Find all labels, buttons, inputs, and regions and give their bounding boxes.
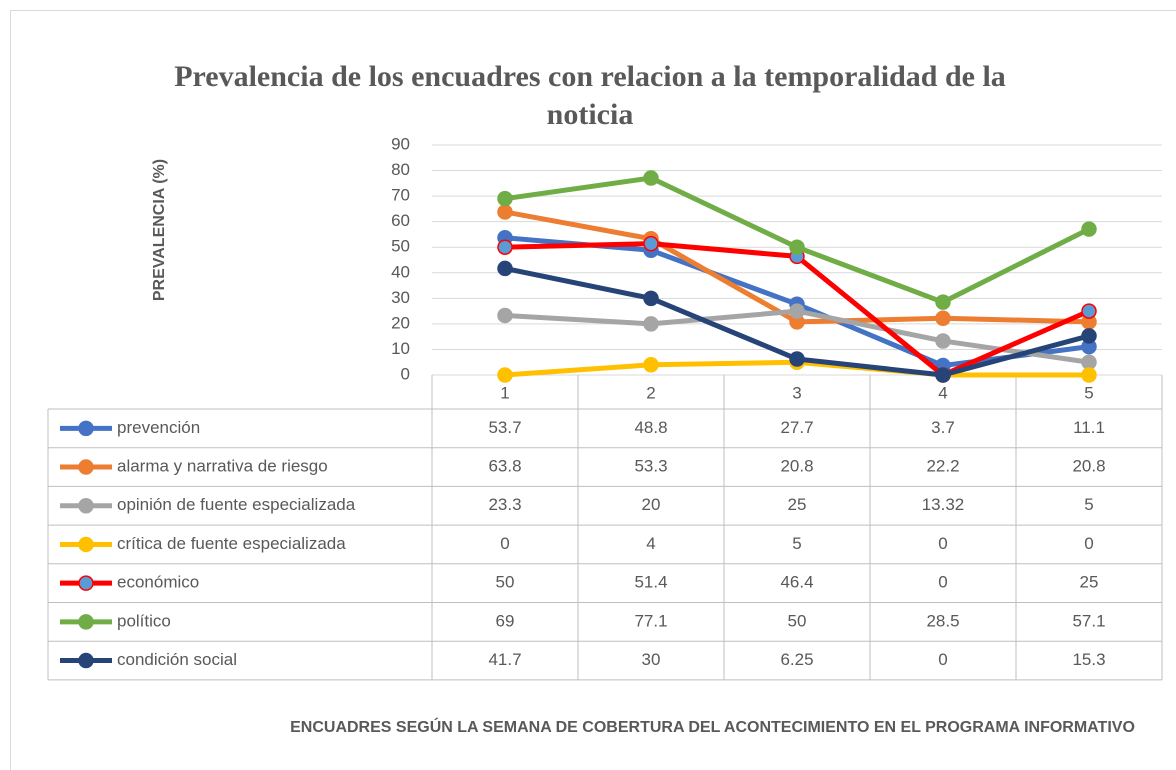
table-cell: 25	[1080, 573, 1099, 592]
x-tick-label: 4	[938, 383, 947, 402]
table-cell: 22.2	[926, 457, 959, 476]
table-cell: 11.1	[1073, 418, 1105, 437]
legend-marker	[78, 575, 94, 591]
data-point	[497, 204, 513, 220]
x-axis-title: ENCUADRES SEGÚN LA SEMANA DE COBERTURA D…	[290, 719, 1135, 736]
data-point	[497, 307, 513, 324]
table-cell: 53.7	[488, 418, 521, 437]
table-cell: 0	[938, 573, 947, 592]
data-point	[1081, 328, 1097, 344]
chart-border	[10, 10, 1176, 770]
table-cell: 13.32	[922, 495, 965, 514]
data-point	[497, 367, 513, 383]
y-tick-label: 10	[391, 339, 410, 358]
table-cell: 69	[496, 611, 515, 630]
legend-marker	[78, 459, 94, 475]
legend-label: alarma y narrativa de riesgo	[117, 457, 328, 476]
table-cell: 3.7	[931, 418, 955, 437]
data-point	[497, 239, 513, 255]
legend-label: condición social	[117, 650, 237, 669]
table-cell: 0	[938, 534, 947, 553]
table-cell: 20.8	[1072, 457, 1105, 476]
table-cell: 63.8	[488, 457, 521, 476]
data-point	[643, 357, 659, 373]
legend-marker	[78, 614, 94, 630]
y-tick-label: 40	[391, 262, 410, 281]
table-cell: 5	[1084, 495, 1093, 514]
legend-marker	[78, 420, 94, 437]
x-tick-label: 5	[1084, 383, 1093, 402]
table-cell: 77.1	[634, 611, 667, 630]
table-cell: 46.4	[780, 573, 813, 592]
x-tick-label: 1	[500, 383, 509, 402]
table-cell: 27.7	[780, 418, 813, 437]
y-tick-label: 90	[391, 134, 410, 153]
table-cell: 4	[646, 534, 655, 553]
legend-marker	[78, 652, 94, 669]
legend-label: político	[117, 611, 171, 630]
data-point	[1081, 367, 1097, 383]
data-point	[497, 190, 513, 207]
data-point	[789, 239, 805, 255]
x-tick-label: 2	[646, 383, 655, 402]
table-cell: 28.5	[926, 611, 959, 630]
table-cell: 25	[788, 495, 807, 514]
table-cell: 30	[642, 650, 661, 669]
table-cell: 0	[938, 650, 947, 669]
y-tick-label: 20	[391, 313, 410, 332]
table-cell: 15.3	[1072, 650, 1105, 669]
data-point	[789, 351, 805, 367]
y-tick-label: 80	[391, 160, 410, 179]
data-point	[935, 333, 951, 349]
table-cell: 0	[500, 534, 509, 553]
y-tick-label: 50	[391, 237, 410, 256]
table-cell: 5	[792, 534, 801, 553]
y-tick-label: 60	[391, 211, 410, 230]
data-point	[1081, 303, 1097, 319]
legend-marker	[78, 536, 94, 553]
y-axis-title: PREVALENCIA (%)	[151, 159, 168, 301]
table-cell: 53.3	[634, 457, 667, 476]
legend-label: opinión de fuente especializada	[117, 495, 356, 514]
data-point	[643, 290, 659, 307]
table-cell: 57.1	[1072, 611, 1105, 630]
table-cell: 20	[642, 495, 661, 514]
y-tick-label: 30	[391, 288, 410, 307]
data-point	[935, 294, 951, 310]
data-point	[789, 303, 805, 319]
table-cell: 6.25	[780, 650, 813, 669]
data-point	[1081, 221, 1097, 237]
legend-marker	[78, 498, 94, 514]
y-tick-label: 70	[391, 186, 410, 205]
table-cell: 20.8	[780, 457, 813, 476]
data-point	[1081, 354, 1097, 370]
legend-label: económico	[117, 573, 199, 592]
data-point	[935, 367, 951, 383]
y-tick-label: 0	[401, 364, 410, 383]
data-point	[935, 310, 951, 327]
table-cell: 50	[788, 611, 807, 630]
data-point	[643, 235, 659, 252]
x-tick-label: 3	[792, 383, 801, 402]
legend-label: crítica de fuente especializada	[117, 534, 346, 553]
table-cell: 23.3	[488, 495, 521, 514]
chart-title: Prevalencia de los encuadres con relacio…	[174, 60, 1006, 131]
table-cell: 50	[496, 573, 515, 592]
table-cell: 51.4	[634, 573, 667, 592]
legend-label: prevención	[117, 418, 200, 437]
data-point	[497, 260, 513, 277]
table-cell: 48.8	[634, 418, 667, 437]
table-cell: 41.7	[488, 650, 521, 669]
data-point	[643, 170, 659, 186]
data-point	[643, 316, 659, 332]
table-cell: 0	[1084, 534, 1093, 553]
